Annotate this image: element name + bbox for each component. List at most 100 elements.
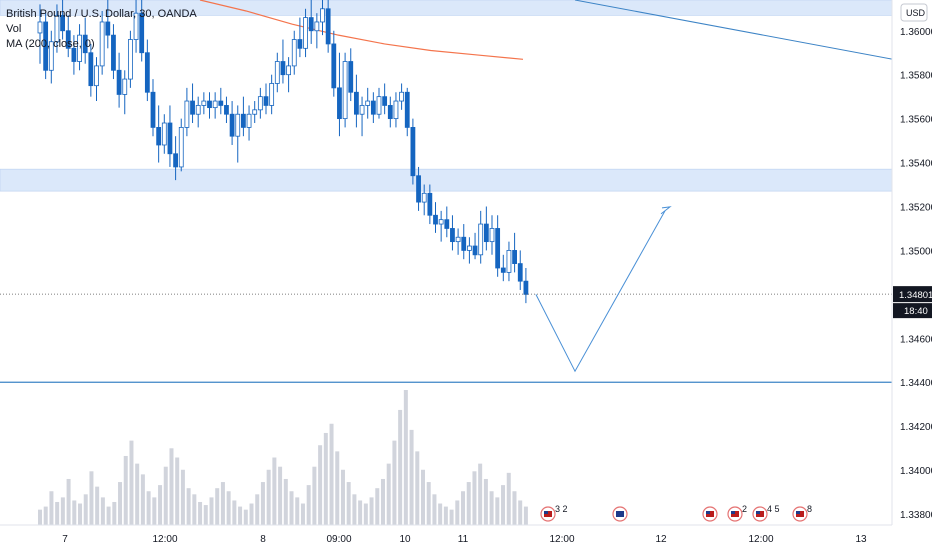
x-tick-label: 12 [655,534,667,545]
x-tick-label: 12:00 [152,534,177,545]
candle-body [65,30,71,49]
volume-bar [95,486,100,525]
event-marker[interactable] [702,506,718,522]
event-marker[interactable]: 3 2 [540,504,568,522]
volume-bar [501,485,506,525]
candle-body [144,52,150,93]
volume-bar [169,448,174,525]
y-tick-label: 1.35000 [900,246,932,257]
candle-body [444,219,450,229]
volume-bar [135,463,140,525]
volume-bar [140,474,145,525]
volume-bar [146,491,151,525]
volume-bar [489,491,494,525]
y-tick-label: 1.36000 [900,27,932,38]
candle-body [320,8,325,23]
volume-bar [43,506,48,525]
flag-canton [796,511,800,514]
flag-canton [544,511,548,514]
volume-bar [83,494,88,525]
volume-bar [38,509,42,525]
event-count: 3 2 [555,504,568,514]
volume-bar [243,509,248,525]
volume-bar [363,503,368,525]
event-marker[interactable] [612,506,628,522]
volume-bar [421,469,426,525]
volume-bar [266,469,271,525]
volume-bar [60,497,65,525]
volume-bar [358,500,363,525]
event-marker[interactable]: 8 [792,504,812,522]
y-tick-label: 1.34200 [900,422,932,433]
zone-1 [0,168,893,192]
candle-body [122,78,128,95]
candle-body [229,113,235,137]
candle-body [506,250,512,273]
volume-bar [249,503,254,525]
candle-body [37,21,43,34]
y-tick-label: 1.34400 [900,378,932,389]
candle-body [195,105,201,115]
event-marker[interactable]: 4 5 [752,504,780,522]
volume-bar [295,497,300,525]
moving-average-line [199,0,524,60]
currency-label: USD [906,8,926,18]
volume-bar [163,466,168,525]
candle-body [291,39,297,67]
x-tick-label: 12:00 [748,534,773,545]
volume-bar [238,506,243,525]
candle-body [342,61,348,120]
candle-body [263,96,269,106]
candle-body [139,12,145,54]
candle-body [150,91,156,128]
candle-body [116,69,122,95]
volume-bar [472,471,477,525]
volume-bar [192,494,197,525]
volume-bar [409,429,414,525]
candle-body [286,65,292,76]
candle-body [71,47,77,62]
volume-bar [369,497,374,525]
candle-body [303,17,308,49]
volume-bar [118,482,123,525]
volume-bar [100,497,105,525]
projection-arrowhead [660,206,672,215]
candle-body [201,100,207,106]
volume-bar [198,501,203,525]
candle-body [224,105,229,115]
flag-canton [616,511,620,514]
candle-body [325,8,331,45]
candle-layer [37,0,529,304]
volume-bar [352,494,357,525]
candle-body [393,100,399,120]
volume-bar [386,463,391,525]
volume-bar [398,409,403,525]
zones-layer [0,0,893,192]
candle-body [410,127,416,177]
volume-bar [438,503,443,525]
volume-bar [158,485,163,525]
volume-bar [78,503,83,525]
price-tag-bg [893,286,932,303]
candle-body [472,245,478,256]
volume-bar [260,482,265,525]
currency-selector[interactable]: USD [900,3,928,22]
volume-bar [283,478,288,525]
candle-body [269,83,275,106]
candle-body [240,113,246,128]
volume-bar [278,466,283,525]
candle-body [94,65,99,87]
volume-bar [312,466,317,525]
volume-bar [375,488,380,525]
candle-body [88,52,94,87]
candle-body [365,100,371,106]
candle-body [133,12,139,40]
event-marker[interactable]: 2 [727,504,747,522]
x-tick-label: 10 [399,534,411,545]
candle-body [376,96,382,115]
drawings-layer [0,0,894,383]
volume-bar [72,500,77,525]
candle-body [523,280,529,295]
